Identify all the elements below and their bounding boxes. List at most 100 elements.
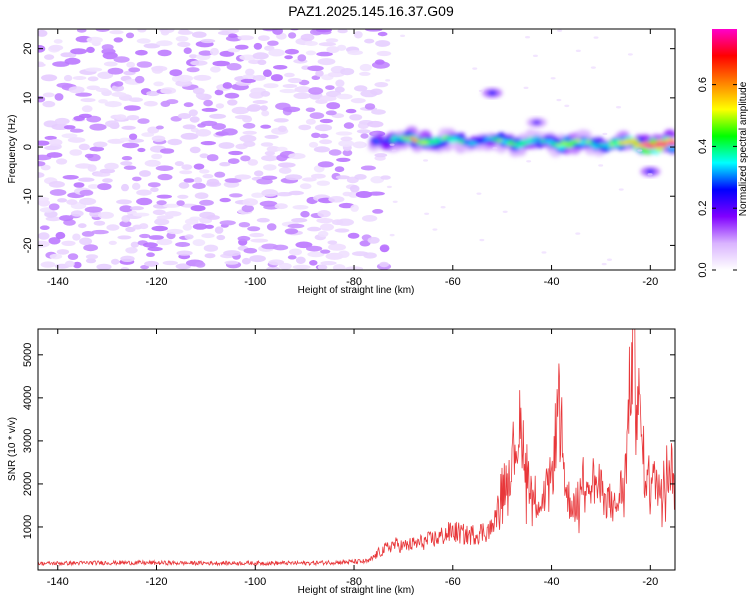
heatmap-cell-272 xyxy=(189,146,201,154)
heatmap-cell-569 xyxy=(338,250,350,258)
heatmap-cell-313 xyxy=(201,107,218,112)
heatmap-cell-288 xyxy=(175,35,189,42)
snr-x-ticks: -140 -120 -100 -80 -60 -40 -20 xyxy=(47,329,658,588)
heatmap-cell-386 xyxy=(237,235,251,242)
spectrogram-y-tick-label: 10 xyxy=(22,92,34,104)
heatmap-cell-535 xyxy=(328,243,346,251)
heatmap-cell-107 xyxy=(78,113,92,118)
heatmap-cell-212 xyxy=(155,217,165,225)
heatmap-cell-549 xyxy=(318,133,329,139)
heatmap-cell-250 xyxy=(169,69,183,77)
heatmap-cell-108 xyxy=(81,105,93,113)
signal-band xyxy=(367,126,675,158)
heatmap-cell-637 xyxy=(374,82,389,88)
heatmap-cell-455 xyxy=(278,167,292,174)
heatmap-cell-419 xyxy=(250,238,269,243)
heatmap-cell-445 xyxy=(267,40,279,46)
heatmap-cell-301 xyxy=(199,199,214,206)
heatmap-cell-269 xyxy=(183,178,195,183)
heatmap-cell-21 xyxy=(42,92,55,98)
heatmap-cell-486 xyxy=(299,183,312,190)
heatmap-cell-423 xyxy=(259,200,278,207)
heatmap-cell-161 xyxy=(121,125,136,130)
heatmap-cell-173 xyxy=(113,37,124,43)
heatmap-cell-51 xyxy=(52,61,70,67)
heatmap-cell-468 xyxy=(284,72,295,78)
heatmap-cell-347 xyxy=(212,60,230,67)
heatmap-cell-254 xyxy=(159,29,175,34)
heatmap-cell-182 xyxy=(132,212,150,217)
heatmap-cell-452 xyxy=(274,203,288,210)
heatmap-cell-291 xyxy=(195,261,206,268)
heatmap-cell-590 xyxy=(335,79,345,88)
heatmap-cell-4 xyxy=(39,225,50,230)
spectrogram-y-ticks: -20 -10 0 10 20 xyxy=(22,43,675,253)
heatmap-cell-203 xyxy=(137,29,147,33)
heatmap-cell-24 xyxy=(38,61,45,66)
heatmap-cell-102 xyxy=(84,153,94,159)
heatmap-cell-556 xyxy=(325,90,342,97)
heatmap-cell-226 xyxy=(143,100,158,107)
heatmap-cell-86 xyxy=(85,254,99,260)
heatmap-cell-134 xyxy=(95,87,109,93)
faint-dot-37 xyxy=(532,54,538,58)
heatmap-cell-306 xyxy=(199,169,210,174)
heatmap-cell-262 xyxy=(182,223,192,231)
faint-dot-16 xyxy=(424,212,430,215)
faint-dot-23 xyxy=(432,228,438,231)
heatmap-cell-387 xyxy=(249,232,264,238)
heatmap-cell-353 xyxy=(224,260,239,265)
snr-x-tick-label: -80 xyxy=(346,576,362,588)
heatmap-cell-163 xyxy=(114,114,127,121)
heatmap-cell-54 xyxy=(49,44,64,51)
heatmap-cell-588 xyxy=(336,93,353,100)
heatmap-cell-494 xyxy=(287,77,302,84)
heatmap-cell-562 xyxy=(316,51,333,57)
faint-dot-9 xyxy=(637,149,643,152)
heatmap-cell-450 xyxy=(272,244,289,251)
heatmap-cell-9 xyxy=(38,196,50,201)
heatmap-cell-543 xyxy=(328,196,345,203)
snr-x-tick-label: -60 xyxy=(445,576,461,588)
faint-dot-30 xyxy=(472,67,478,70)
heatmap-cell-33 xyxy=(55,231,66,240)
heatmap-cell-331 xyxy=(219,197,231,203)
heatmap-cell-626 xyxy=(372,209,384,214)
heatmap-cell-239 xyxy=(162,203,181,208)
heatmap-cell-412 xyxy=(253,42,263,50)
heatmap-cell-283 xyxy=(186,67,200,73)
heatmap-cell-580 xyxy=(336,157,351,162)
heatmap-cell-537 xyxy=(318,230,329,238)
heatmap-cell-325 xyxy=(200,25,216,29)
heatmap-cell-482 xyxy=(291,218,308,223)
heatmap-cell-511 xyxy=(302,177,317,182)
spectrogram-y-tick-label: 20 xyxy=(22,43,34,55)
heatmap-cell-281 xyxy=(175,80,193,87)
heatmap-cell-636 xyxy=(370,88,383,96)
heatmap-cell-142 xyxy=(109,30,124,35)
heatmap-cell-166 xyxy=(111,92,127,97)
heatmap-cell-438 xyxy=(260,90,271,97)
heatmap-cell-217 xyxy=(150,187,159,193)
heatmap-cell-220 xyxy=(151,153,163,160)
heatmap-cell-314 xyxy=(203,99,213,107)
heatmap-cell-459 xyxy=(276,146,288,152)
secondary-feature-1 xyxy=(526,117,547,128)
heatmap-cell-591 xyxy=(340,68,355,76)
heatmap-cell-97 xyxy=(87,184,100,189)
faint-dot-7 xyxy=(423,159,429,162)
heatmap-cell-122 xyxy=(97,183,112,191)
heatmap-cell-333 xyxy=(206,178,220,186)
heatmap-cell-481 xyxy=(287,223,305,229)
heatmap-cell-337 xyxy=(218,142,235,149)
heatmap-cell-300 xyxy=(190,205,206,212)
heatmap-cell-547 xyxy=(328,149,342,156)
heatmap-cell-74 xyxy=(63,125,76,130)
faint-dot-17 xyxy=(391,149,397,153)
faint-dot-38 xyxy=(383,40,389,44)
heatmap-cell-218 xyxy=(147,182,161,188)
heatmap-cell-64 xyxy=(66,199,78,205)
heatmap-cell-0 xyxy=(40,261,56,268)
heatmap-cell-172 xyxy=(113,56,130,63)
heatmap-cell-407 xyxy=(240,78,256,83)
